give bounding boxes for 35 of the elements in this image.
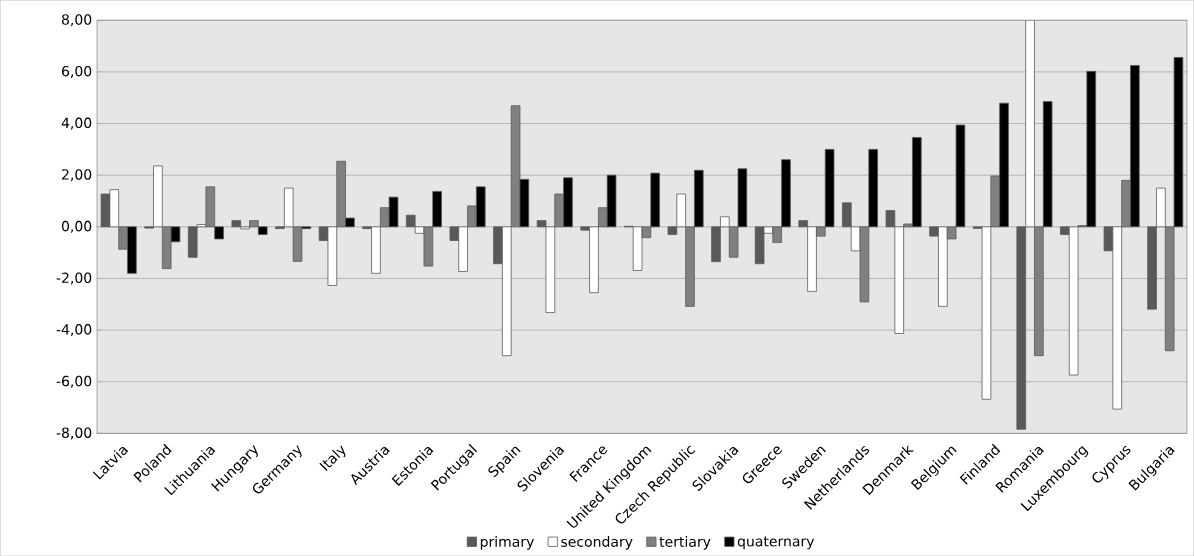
bar — [231, 220, 242, 228]
bar — [493, 226, 503, 265]
bar — [405, 214, 416, 228]
y-tick-label: -8,00 — [56, 427, 92, 440]
bar — [501, 226, 512, 356]
legend-label: primary — [480, 535, 534, 550]
y-tick-label: 4,00 — [61, 117, 92, 130]
y-tick-label: -6,00 — [56, 375, 92, 388]
bar — [929, 226, 939, 237]
bar — [1025, 20, 1035, 228]
bar — [798, 220, 809, 228]
y-tick-label: 6,00 — [62, 65, 92, 78]
legend-label: quaternary — [737, 536, 815, 550]
legend-label: tertiary — [659, 535, 711, 550]
bar — [842, 202, 852, 228]
bar — [187, 226, 198, 258]
bar — [536, 220, 547, 228]
y-tick-label: -4,00 — [56, 323, 92, 336]
bar — [458, 226, 468, 272]
bar — [807, 226, 817, 292]
y-tick-label: -2,00 — [56, 272, 92, 285]
y-tick-label: 2,00 — [62, 169, 92, 182]
y-tick-label: 8,00 — [61, 14, 92, 27]
legend-label: secondary — [561, 535, 633, 550]
y-tick-label: 0,00 — [61, 220, 92, 233]
bar — [1060, 226, 1070, 235]
bar — [754, 226, 765, 265]
bar — [1147, 226, 1157, 310]
bar — [711, 226, 721, 262]
bar — [371, 226, 381, 274]
bar — [885, 210, 896, 228]
bar — [667, 226, 678, 235]
bar — [589, 226, 599, 293]
bar — [938, 226, 948, 307]
bar — [894, 226, 905, 334]
